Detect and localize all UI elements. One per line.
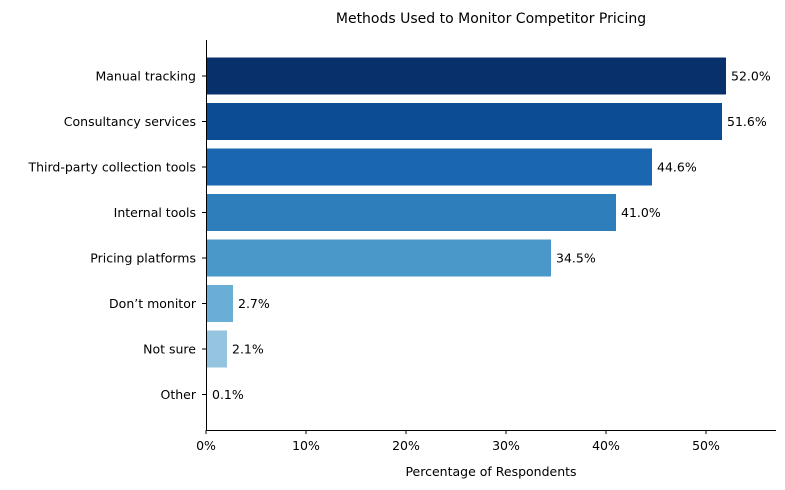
x-axis-label: Percentage of Respondents (405, 464, 576, 479)
bar-5 (206, 285, 233, 322)
bar-2 (206, 148, 652, 186)
x-tick-label: 40% (592, 438, 620, 453)
bar-3 (206, 194, 616, 231)
value-label: 51.6% (727, 114, 767, 129)
value-label: 0.1% (212, 387, 244, 402)
category-labels: Manual tracking Consultancy services Third… (27, 69, 206, 402)
value-label: 34.5% (556, 251, 596, 266)
x-tick-label: 0% (196, 438, 216, 453)
value-label: 2.1% (232, 342, 264, 357)
bar-6 (206, 330, 227, 368)
category-label: Internal tools (114, 205, 196, 220)
category-label: Other (161, 387, 197, 402)
x-axis: 0% 10% 20% 30% 40% 50% (196, 430, 720, 453)
category-label: Not sure (143, 342, 196, 357)
bars-group (206, 57, 726, 413)
bar-0 (206, 57, 726, 95)
category-label: Don’t monitor (109, 296, 197, 311)
x-tick-label: 30% (492, 438, 520, 453)
value-label: 41.0% (621, 205, 661, 220)
category-label: Third-party collection tools (27, 160, 196, 175)
category-label: Pricing platforms (90, 251, 196, 266)
value-labels: 52.0% 51.6% 44.6% 41.0% 34.5% 2.7% 2.1% 0.1% (212, 69, 771, 403)
value-label: 52.0% (731, 69, 771, 84)
x-tick-label: 20% (392, 438, 420, 453)
x-tick-label: 10% (292, 438, 320, 453)
x-tick-label: 50% (692, 438, 720, 453)
value-label: 44.6% (657, 160, 697, 175)
bar-1 (206, 103, 722, 140)
bar-4 (206, 239, 551, 277)
category-label: Consultancy services (64, 114, 196, 129)
chart-title: Methods Used to Monitor Competitor Prici… (336, 11, 646, 27)
value-label: 2.7% (238, 296, 270, 311)
category-label: Manual tracking (95, 69, 196, 84)
